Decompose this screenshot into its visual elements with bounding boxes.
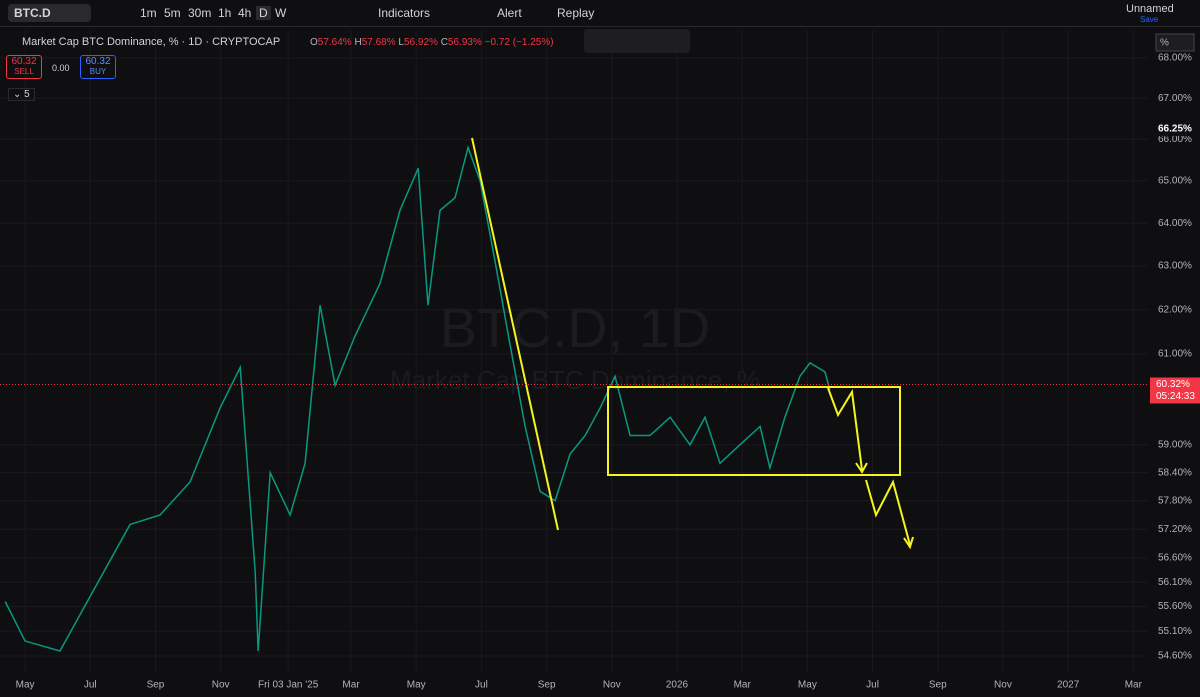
x-tick-label: Sep xyxy=(929,680,947,691)
interval[interactable]: 1m xyxy=(140,6,157,20)
legend-title: Market Cap BTC Dominance, % · 1D · CRYPT… xyxy=(22,36,281,48)
range-box xyxy=(607,386,901,476)
interval[interactable]: W xyxy=(275,6,287,20)
x-tick-label: Sep xyxy=(147,680,165,691)
y-tick-label: 65.00% xyxy=(1158,176,1192,187)
arrow-head xyxy=(903,536,914,550)
interval[interactable]: D xyxy=(256,6,271,20)
ohlc-key: C xyxy=(440,37,448,48)
time-axis xyxy=(0,672,1200,697)
arrow-head xyxy=(855,462,868,474)
drawings xyxy=(471,137,914,550)
x-tick-label: Fri 03 Jan '25 xyxy=(258,680,319,691)
indicators-button[interactable]: Indicators xyxy=(378,6,431,20)
y-tick-label: 64.00% xyxy=(1158,218,1192,229)
x-tick-label: May xyxy=(798,680,817,691)
y-tick-label: 57.80% xyxy=(1158,495,1192,506)
y-tick-label: 54.60% xyxy=(1158,651,1192,662)
buy-label: BUY xyxy=(89,67,107,76)
sell-label: SELL xyxy=(14,67,34,76)
countdown: 05:24:33 xyxy=(1156,391,1195,402)
interval[interactable]: 5m xyxy=(164,6,181,20)
drawing-toolbar[interactable] xyxy=(584,29,690,53)
x-tick-label: Mar xyxy=(734,680,752,691)
x-tick-label: 2026 xyxy=(666,680,689,691)
price-label: 60.32% xyxy=(1156,379,1190,390)
x-tick-label: May xyxy=(16,680,35,691)
chart: BTC.D, 1D Market Cap BTC Dominance, % % … xyxy=(0,27,1200,697)
x-tick-label: Mar xyxy=(1125,680,1143,691)
plot xyxy=(0,30,1148,672)
y-tick-label: 56.60% xyxy=(1158,553,1192,564)
symbol-search[interactable]: BTC.D xyxy=(8,4,91,22)
projection-arrow xyxy=(827,387,863,471)
x-tick-label: May xyxy=(407,680,426,691)
y-tick-label: 58.40% xyxy=(1158,467,1192,478)
price-label: 66.25% xyxy=(1158,124,1192,135)
ohlc-value: 56.93% xyxy=(447,37,482,48)
y-tick-label: 61.00% xyxy=(1158,349,1192,360)
price-label-bg xyxy=(1150,121,1200,136)
y-tick-label: 63.00% xyxy=(1158,261,1192,272)
x-tick-label: Nov xyxy=(603,680,621,691)
sell-button[interactable]: 60.32 SELL xyxy=(6,55,42,79)
replay-button[interactable]: Replay xyxy=(557,6,595,20)
scale-mode-label: % xyxy=(1160,38,1169,49)
sell-price: 60.32 xyxy=(11,56,37,67)
y-tick-label: 55.60% xyxy=(1158,601,1192,612)
price-line xyxy=(4,144,831,652)
x-tick-label: Mar xyxy=(342,680,360,691)
alert-button[interactable]: Alert xyxy=(497,6,522,20)
save-button[interactable]: Save xyxy=(1140,15,1159,24)
y-tick-label: 62.00% xyxy=(1158,304,1192,315)
indicators-count: 5 xyxy=(24,89,30,100)
projection-arrow xyxy=(865,479,911,546)
interval[interactable]: 30m xyxy=(188,6,212,20)
toolbar: BTC.D 1m 5m 30m 1h 4h D W Indicators Ale… xyxy=(0,0,1200,27)
y-tick-label: 55.10% xyxy=(1158,626,1192,637)
interval[interactable]: 4h xyxy=(238,6,252,20)
price-label-bg xyxy=(1150,377,1200,404)
watermark-description: Market Cap BTC Dominance, % xyxy=(390,365,760,395)
layout-name[interactable]: Unnamed xyxy=(1126,3,1174,15)
trend-line xyxy=(471,137,559,531)
buy-price: 60.32 xyxy=(85,56,111,67)
y-tick-label: 67.00% xyxy=(1158,93,1192,104)
y-tick-label: 68.00% xyxy=(1158,53,1192,64)
ohlc-value: 57.68% xyxy=(361,37,396,48)
x-tick-label: 2027 xyxy=(1057,680,1080,691)
x-tick-label: Jul xyxy=(866,680,879,691)
ohlc-key: H xyxy=(354,37,362,48)
watermark-symbol: BTC.D, 1D xyxy=(440,296,711,359)
indicators-toggle[interactable]: ⌄ 5 xyxy=(8,88,35,101)
x-tick-label: Jul xyxy=(475,680,488,691)
ohlc-value: 57.64% xyxy=(317,37,352,48)
y-tick-label: 66.00% xyxy=(1158,134,1192,145)
change: −0.72 (−1.25%) xyxy=(484,37,554,48)
y-tick-label: 56.10% xyxy=(1158,577,1192,588)
buy-button[interactable]: 60.32 BUY xyxy=(80,55,116,79)
scale-mode[interactable] xyxy=(1155,33,1195,52)
y-tick-label: 57.20% xyxy=(1158,524,1192,535)
x-tick-label: Nov xyxy=(212,680,230,691)
x-tick-label: Nov xyxy=(994,680,1012,691)
spread: 0.00 xyxy=(52,63,70,73)
ohlc-value: 56.92% xyxy=(403,37,438,48)
x-tick-label: Jul xyxy=(84,680,97,691)
ohlc-key: L xyxy=(398,37,404,48)
y-tick-label: 59.00% xyxy=(1158,439,1192,450)
ohlc-key: O xyxy=(310,37,318,48)
x-tick-label: Sep xyxy=(538,680,556,691)
ohlc: O57.64% H57.68% L56.92% C56.93% −0.72 (−… xyxy=(310,37,554,48)
interval[interactable]: 1h xyxy=(218,6,232,20)
